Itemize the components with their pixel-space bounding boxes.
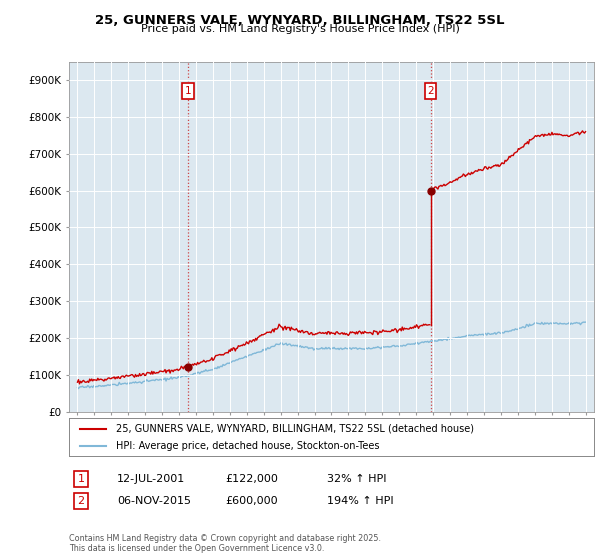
Text: 194% ↑ HPI: 194% ↑ HPI: [327, 496, 394, 506]
Text: HPI: Average price, detached house, Stockton-on-Tees: HPI: Average price, detached house, Stoc…: [116, 441, 380, 451]
Text: 25, GUNNERS VALE, WYNYARD, BILLINGHAM, TS22 5SL: 25, GUNNERS VALE, WYNYARD, BILLINGHAM, T…: [95, 14, 505, 27]
Text: 1: 1: [185, 86, 191, 96]
Text: 12-JUL-2001: 12-JUL-2001: [117, 474, 185, 484]
Text: 1: 1: [77, 474, 85, 484]
Text: £600,000: £600,000: [225, 496, 278, 506]
Text: 32% ↑ HPI: 32% ↑ HPI: [327, 474, 386, 484]
Text: 2: 2: [77, 496, 85, 506]
Text: 06-NOV-2015: 06-NOV-2015: [117, 496, 191, 506]
Text: Contains HM Land Registry data © Crown copyright and database right 2025.
This d: Contains HM Land Registry data © Crown c…: [69, 534, 381, 553]
Text: 25, GUNNERS VALE, WYNYARD, BILLINGHAM, TS22 5SL (detached house): 25, GUNNERS VALE, WYNYARD, BILLINGHAM, T…: [116, 423, 474, 433]
Text: £122,000: £122,000: [225, 474, 278, 484]
Text: 2: 2: [427, 86, 434, 96]
Text: Price paid vs. HM Land Registry's House Price Index (HPI): Price paid vs. HM Land Registry's House …: [140, 24, 460, 34]
